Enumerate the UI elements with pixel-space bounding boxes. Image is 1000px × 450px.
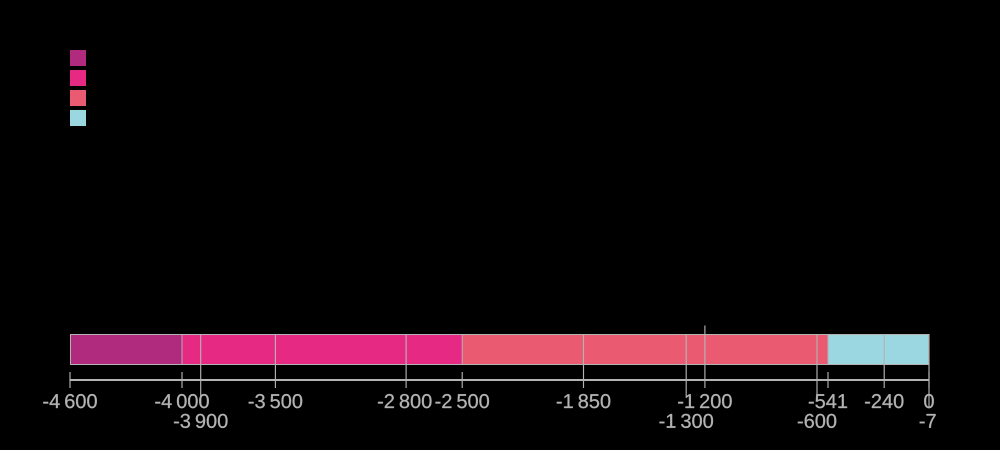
svg-text:Proterozoic: Proterozoic	[92, 90, 168, 107]
svg-text:Hadean: Hadean	[92, 50, 145, 67]
svg-text:Phanerozoic: Phanerozoic	[92, 110, 176, 127]
svg-text:Archean: Archean	[92, 70, 148, 87]
